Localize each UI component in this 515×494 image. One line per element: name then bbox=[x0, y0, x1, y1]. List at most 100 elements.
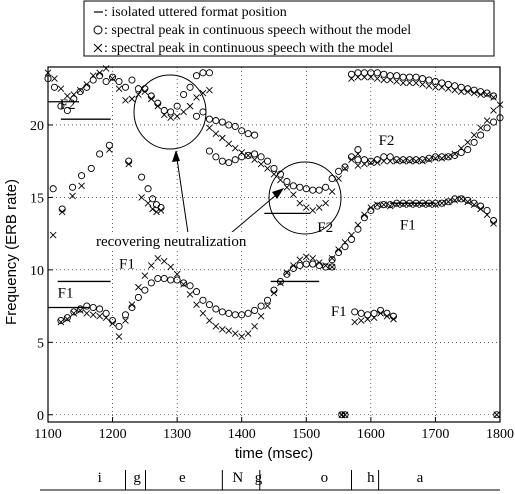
cross-point bbox=[122, 97, 129, 104]
circle-point bbox=[283, 270, 291, 278]
formant-label: F1 bbox=[119, 256, 135, 272]
cross-point bbox=[186, 291, 194, 298]
cross-point bbox=[296, 256, 304, 264]
circle-point bbox=[49, 185, 57, 193]
circle-point bbox=[160, 106, 168, 115]
circle-point bbox=[167, 108, 175, 116]
circle-point bbox=[212, 153, 220, 161]
circle-point bbox=[444, 198, 452, 206]
cross-point bbox=[354, 162, 362, 169]
circle-point bbox=[199, 69, 207, 77]
cross-point bbox=[445, 153, 452, 161]
cross-point bbox=[341, 411, 349, 419]
circle-point bbox=[225, 121, 233, 129]
legend-label-with-model: : spectral peak in continuous speech wit… bbox=[104, 41, 393, 56]
circle-point bbox=[364, 311, 372, 319]
cross-point bbox=[373, 201, 381, 208]
phoneme-label: g bbox=[255, 470, 263, 486]
circle-point bbox=[373, 202, 381, 210]
circle-point bbox=[444, 153, 452, 161]
cross-point bbox=[341, 239, 349, 246]
circle-point bbox=[128, 76, 136, 84]
circle-point bbox=[125, 157, 133, 165]
circle-point bbox=[218, 118, 226, 126]
cross-point bbox=[212, 323, 220, 330]
cross-point bbox=[335, 246, 342, 253]
circle-point bbox=[58, 205, 66, 213]
cross-point bbox=[157, 207, 165, 214]
cross-point bbox=[496, 101, 504, 108]
cross-point bbox=[457, 144, 465, 152]
cross-point bbox=[49, 231, 57, 239]
circle-point bbox=[370, 309, 378, 317]
cross-point bbox=[225, 327, 233, 335]
circle-point bbox=[399, 73, 407, 81]
circle-point bbox=[335, 167, 343, 175]
circle-point bbox=[154, 99, 162, 107]
cross-point bbox=[399, 201, 407, 208]
circle-point bbox=[109, 317, 117, 325]
cross-point bbox=[328, 263, 336, 271]
cross-point bbox=[464, 139, 472, 146]
cross-point bbox=[315, 204, 323, 211]
cross-point bbox=[283, 269, 291, 277]
circle-point bbox=[315, 186, 323, 194]
cross-point bbox=[180, 281, 187, 288]
circle-point bbox=[68, 183, 77, 191]
circle-point bbox=[451, 82, 459, 90]
cross-point bbox=[78, 182, 85, 190]
y-tick-label: 20 bbox=[30, 119, 44, 134]
circle-point bbox=[128, 303, 136, 312]
cross-point bbox=[361, 73, 368, 81]
cross-point bbox=[419, 201, 426, 208]
circle-point bbox=[483, 206, 491, 214]
cross-point bbox=[377, 310, 384, 317]
cross-point bbox=[76, 307, 84, 314]
circle-point bbox=[341, 163, 349, 171]
circle-point bbox=[406, 73, 414, 81]
cross-point bbox=[425, 156, 433, 164]
cross-point bbox=[432, 83, 439, 91]
cross-point bbox=[125, 160, 133, 168]
x-tick-label: 1400 bbox=[228, 427, 256, 442]
circle-point bbox=[418, 75, 427, 83]
cross-point bbox=[115, 85, 123, 93]
cross-point bbox=[419, 81, 426, 88]
circle-point bbox=[412, 156, 420, 164]
circle-point bbox=[360, 156, 368, 164]
cross-point bbox=[296, 199, 304, 207]
cross-point bbox=[451, 196, 459, 204]
formant-label: F1 bbox=[331, 304, 347, 320]
cross-point bbox=[399, 79, 407, 87]
cross-point bbox=[373, 159, 381, 166]
cross-point bbox=[167, 263, 175, 271]
cross-point bbox=[445, 85, 452, 93]
circle-point bbox=[457, 148, 465, 157]
circle-point bbox=[309, 186, 317, 194]
cross-point bbox=[361, 160, 368, 168]
cross-point bbox=[147, 262, 155, 269]
circle-point bbox=[444, 80, 452, 88]
cross-point bbox=[64, 315, 71, 323]
cross-point bbox=[141, 88, 149, 95]
circle-point bbox=[483, 89, 491, 97]
circle-point bbox=[180, 90, 188, 99]
cross-point bbox=[357, 317, 365, 324]
legend: : isolated uttered format position : spe… bbox=[83, 0, 495, 57]
cross-point bbox=[493, 411, 501, 419]
cross-point bbox=[354, 73, 362, 81]
circle-point bbox=[302, 260, 310, 268]
circle-point bbox=[102, 309, 110, 317]
circle-point bbox=[231, 122, 239, 130]
cross-point bbox=[186, 102, 194, 110]
x-tick-label: 1100 bbox=[34, 427, 61, 442]
cross-point bbox=[244, 330, 252, 337]
circle-point bbox=[238, 127, 246, 135]
circle-point bbox=[154, 275, 162, 283]
circle-point bbox=[251, 306, 259, 314]
cross-point bbox=[322, 199, 329, 207]
cross-point bbox=[406, 79, 413, 87]
x-tick-labels: 1100 1200 1300 1400 1500 1600 1700 1800 bbox=[34, 417, 514, 442]
cross-point bbox=[393, 157, 401, 165]
